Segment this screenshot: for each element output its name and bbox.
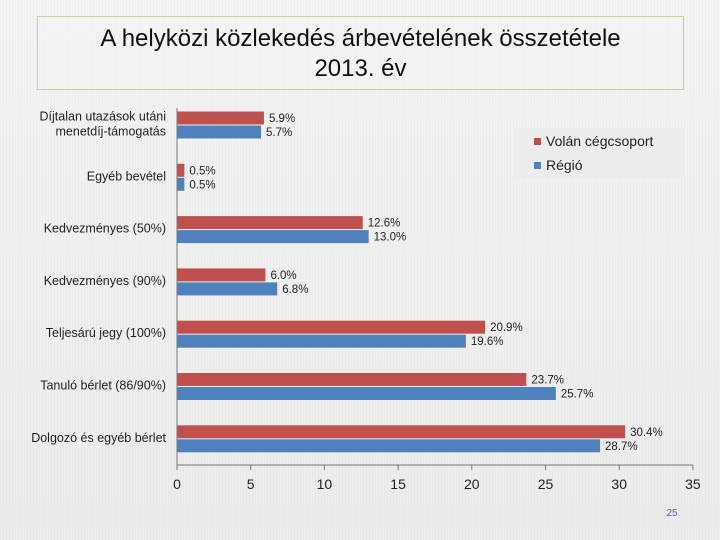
chart-title: A helyközi közlekedés árbevételének össz… bbox=[100, 25, 621, 52]
bar-volan bbox=[177, 373, 527, 386]
bar-volan bbox=[177, 425, 626, 439]
data-label: 19.6% bbox=[471, 336, 504, 348]
data-label: 6.0% bbox=[270, 270, 296, 282]
legend-box bbox=[513, 128, 684, 178]
x-tick-label: 30 bbox=[611, 476, 627, 492]
axis-layer: 0 5 10 15 20 25 30 35 bbox=[173, 108, 701, 492]
category-label: Kedvezményes (90%) bbox=[44, 274, 166, 288]
x-tick-label: 0 bbox=[173, 476, 181, 492]
data-label: 28.7% bbox=[605, 441, 638, 453]
bar-volan bbox=[177, 320, 486, 334]
category-label: Kedvezményes (50%) bbox=[44, 222, 166, 236]
data-label: 13.0% bbox=[374, 232, 407, 244]
data-label: 0.5% bbox=[189, 179, 215, 191]
bar-regio bbox=[177, 334, 466, 348]
data-label: 12.6% bbox=[368, 218, 401, 230]
bar-regio bbox=[177, 387, 556, 400]
bar-volan bbox=[177, 268, 266, 282]
legend-layer: Volán cégcsoport Régió bbox=[513, 128, 684, 178]
x-tick-label: 10 bbox=[317, 476, 333, 492]
bar-regio bbox=[177, 177, 185, 191]
data-label: 5.7% bbox=[266, 127, 292, 139]
x-tick-label: 20 bbox=[464, 476, 480, 492]
x-tick-label: 25 bbox=[538, 476, 554, 492]
bar-regio bbox=[177, 439, 601, 453]
category-label: Tanuló bérlet (86/90%) bbox=[40, 379, 166, 393]
x-tick-label: 15 bbox=[390, 476, 406, 492]
legend-swatch bbox=[534, 162, 541, 169]
labels-layer: Díjtalan utazások utánimenetdíj-támogatá… bbox=[31, 110, 663, 453]
legend-swatch bbox=[534, 138, 541, 145]
chart-subtitle: 2013. év bbox=[314, 55, 407, 82]
data-label: 0.5% bbox=[189, 165, 215, 177]
bar-volan bbox=[177, 216, 363, 230]
data-label: 6.8% bbox=[282, 284, 308, 296]
category-label: Teljesárú jegy (100%) bbox=[46, 326, 166, 340]
category-label: Dolgozó és egyéb bérlet bbox=[31, 431, 166, 445]
bar-regio bbox=[177, 282, 278, 296]
bar-regio bbox=[177, 230, 369, 244]
x-tick-label: 35 bbox=[685, 476, 701, 492]
chart-title-box: A helyközi közlekedés árbevételének össz… bbox=[37, 16, 684, 90]
x-tick-label: 5 bbox=[247, 476, 255, 492]
bar-volan bbox=[177, 163, 185, 177]
data-label: 20.9% bbox=[490, 322, 523, 334]
legend-entry: Régió bbox=[546, 157, 583, 173]
legend-entry: Volán cégcsoport bbox=[546, 133, 654, 149]
bars-layer bbox=[177, 111, 626, 453]
bar-volan bbox=[177, 111, 264, 125]
data-label: 5.9% bbox=[269, 113, 295, 125]
category-label: menetdíj-támogatás bbox=[56, 125, 166, 139]
category-label: Díjtalan utazások utáni bbox=[40, 110, 166, 124]
data-label: 23.7% bbox=[531, 375, 564, 387]
page-number: 25 bbox=[666, 508, 678, 519]
data-label: 25.7% bbox=[561, 389, 594, 401]
bar-regio bbox=[177, 125, 262, 139]
data-label: 30.4% bbox=[630, 427, 663, 439]
category-label: Egyéb bevétel bbox=[87, 169, 166, 183]
